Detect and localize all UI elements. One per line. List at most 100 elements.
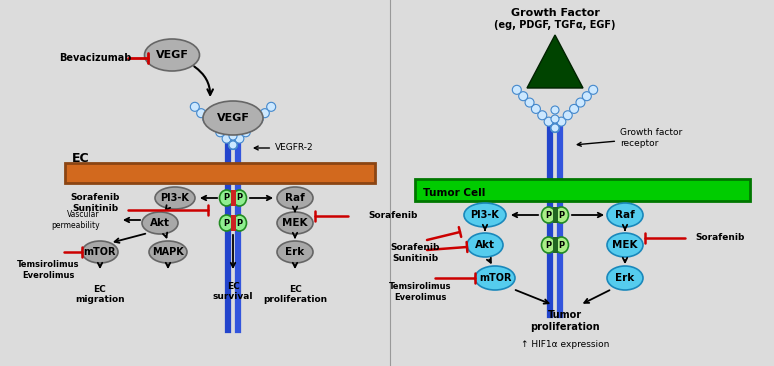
Text: Sorafenib
Sunitinib: Sorafenib Sunitinib bbox=[70, 193, 120, 213]
Ellipse shape bbox=[467, 233, 503, 257]
Polygon shape bbox=[527, 35, 583, 88]
Circle shape bbox=[222, 134, 231, 143]
Text: Temsirolimus
Everolimus: Temsirolimus Everolimus bbox=[17, 260, 79, 280]
Text: P: P bbox=[224, 219, 230, 228]
FancyBboxPatch shape bbox=[415, 179, 750, 201]
Ellipse shape bbox=[203, 101, 263, 135]
Text: Raf: Raf bbox=[615, 210, 635, 220]
Text: PI3-K: PI3-K bbox=[160, 193, 190, 203]
FancyBboxPatch shape bbox=[231, 215, 235, 231]
Circle shape bbox=[550, 123, 560, 132]
Ellipse shape bbox=[277, 241, 313, 263]
Ellipse shape bbox=[475, 266, 515, 290]
Ellipse shape bbox=[232, 190, 246, 206]
Text: Raf: Raf bbox=[285, 193, 305, 203]
Text: MEK: MEK bbox=[283, 218, 308, 228]
FancyBboxPatch shape bbox=[65, 163, 375, 183]
Text: P: P bbox=[546, 240, 552, 250]
Text: Erk: Erk bbox=[615, 273, 635, 283]
Circle shape bbox=[563, 111, 572, 120]
Circle shape bbox=[532, 104, 540, 113]
Circle shape bbox=[197, 109, 206, 118]
Text: P: P bbox=[558, 210, 564, 220]
Circle shape bbox=[512, 85, 522, 94]
Text: ↑ HIF1α expression: ↑ HIF1α expression bbox=[521, 340, 609, 349]
Ellipse shape bbox=[82, 241, 118, 263]
Text: MAPK: MAPK bbox=[152, 247, 184, 257]
Text: EC
migration: EC migration bbox=[75, 285, 125, 305]
Circle shape bbox=[550, 123, 560, 132]
Ellipse shape bbox=[542, 237, 556, 253]
Text: Bevacizumab: Bevacizumab bbox=[59, 53, 131, 63]
Circle shape bbox=[229, 114, 237, 122]
Ellipse shape bbox=[220, 190, 234, 206]
Text: EC
survival: EC survival bbox=[213, 282, 253, 301]
Text: P: P bbox=[558, 240, 564, 250]
Circle shape bbox=[254, 115, 263, 124]
Text: Sorafenib
Sunitinib: Sorafenib Sunitinib bbox=[390, 243, 440, 263]
Circle shape bbox=[203, 115, 212, 124]
Text: P: P bbox=[546, 210, 552, 220]
Circle shape bbox=[260, 109, 269, 118]
Text: MEK: MEK bbox=[612, 240, 638, 250]
Circle shape bbox=[544, 117, 553, 126]
Circle shape bbox=[229, 123, 237, 131]
Ellipse shape bbox=[554, 207, 568, 223]
Text: VEGFR-2: VEGFR-2 bbox=[255, 143, 313, 153]
Text: Growth Factor: Growth Factor bbox=[511, 8, 599, 18]
Circle shape bbox=[538, 111, 546, 120]
Ellipse shape bbox=[232, 215, 246, 231]
Text: Tumor Cell: Tumor Cell bbox=[423, 188, 485, 198]
Text: VEGF: VEGF bbox=[217, 113, 249, 123]
Circle shape bbox=[519, 92, 528, 101]
Circle shape bbox=[576, 98, 585, 107]
Ellipse shape bbox=[220, 215, 234, 231]
Ellipse shape bbox=[554, 237, 568, 253]
Text: EC
proliferation: EC proliferation bbox=[263, 285, 327, 305]
Circle shape bbox=[228, 141, 238, 149]
Text: Tumor
proliferation: Tumor proliferation bbox=[530, 310, 600, 332]
Circle shape bbox=[228, 141, 238, 149]
Ellipse shape bbox=[542, 207, 556, 223]
Text: mTOR: mTOR bbox=[479, 273, 512, 283]
Text: P: P bbox=[224, 194, 230, 202]
Text: mTOR: mTOR bbox=[84, 247, 116, 257]
Circle shape bbox=[241, 128, 250, 137]
Ellipse shape bbox=[607, 233, 643, 257]
Circle shape bbox=[582, 92, 591, 101]
Ellipse shape bbox=[149, 241, 187, 263]
Circle shape bbox=[267, 102, 276, 111]
Circle shape bbox=[551, 106, 559, 114]
FancyBboxPatch shape bbox=[553, 207, 557, 223]
FancyBboxPatch shape bbox=[231, 190, 235, 206]
Text: Vascular
permeability: Vascular permeability bbox=[51, 210, 100, 230]
Text: Erk: Erk bbox=[286, 247, 305, 257]
Text: PI3-K: PI3-K bbox=[471, 210, 499, 220]
Text: (eg, PDGF, TGFα, EGF): (eg, PDGF, TGFα, EGF) bbox=[495, 20, 616, 30]
Ellipse shape bbox=[607, 266, 643, 290]
Circle shape bbox=[229, 132, 237, 140]
Circle shape bbox=[525, 98, 534, 107]
Text: Akt: Akt bbox=[475, 240, 495, 250]
Circle shape bbox=[551, 115, 559, 123]
Text: P: P bbox=[236, 194, 242, 202]
Text: VEGF: VEGF bbox=[156, 50, 188, 60]
Circle shape bbox=[229, 141, 237, 149]
Text: Temsirolimus
Everolimus: Temsirolimus Everolimus bbox=[389, 282, 451, 302]
Text: Growth factor
receptor: Growth factor receptor bbox=[577, 128, 682, 148]
Circle shape bbox=[551, 124, 559, 132]
Circle shape bbox=[570, 104, 579, 113]
Ellipse shape bbox=[607, 203, 643, 227]
Text: Akt: Akt bbox=[150, 218, 170, 228]
Ellipse shape bbox=[277, 212, 313, 234]
Ellipse shape bbox=[142, 212, 178, 234]
Ellipse shape bbox=[145, 39, 200, 71]
Circle shape bbox=[235, 134, 244, 143]
Circle shape bbox=[190, 102, 200, 111]
Text: Sorafenib: Sorafenib bbox=[695, 234, 745, 243]
Text: EC: EC bbox=[72, 152, 90, 165]
Ellipse shape bbox=[155, 187, 195, 209]
Ellipse shape bbox=[277, 187, 313, 209]
Text: Sorafenib: Sorafenib bbox=[368, 212, 417, 220]
Circle shape bbox=[589, 85, 598, 94]
